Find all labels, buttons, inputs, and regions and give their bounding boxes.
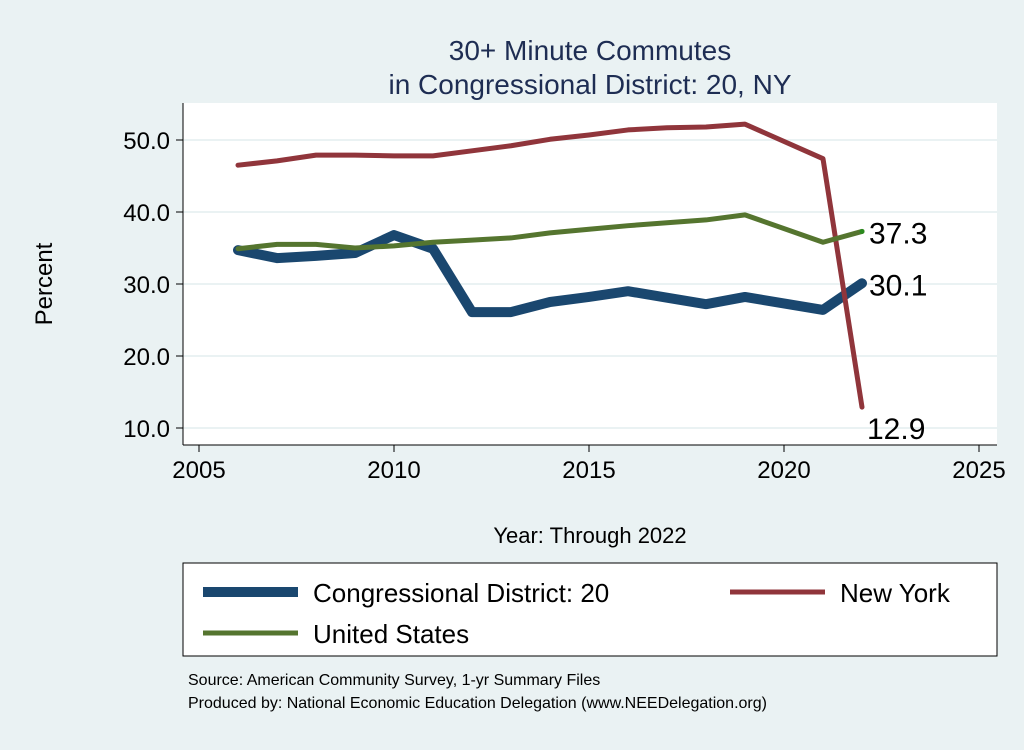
y-tick-label: 20.0	[123, 344, 170, 371]
legend-label-0: Congressional District: 20	[313, 578, 609, 608]
end-label-0: 30.1	[869, 269, 927, 302]
x-tick-label: 2025	[952, 457, 1005, 484]
chart-title-line1: 30+ Minute Commutes	[449, 35, 731, 66]
y-axis-label: Percent	[31, 242, 58, 325]
legend-label-2: United States	[313, 619, 469, 649]
legend-label-1: New York	[840, 578, 951, 608]
x-axis-label: Year: Through 2022	[493, 523, 686, 548]
x-tick-label: 2005	[172, 457, 225, 484]
producer-note: Produced by: National Economic Education…	[188, 695, 767, 712]
end-label-1: 12.9	[867, 413, 925, 446]
y-tick-label: 10.0	[123, 416, 170, 443]
x-tick-label: 2010	[367, 457, 420, 484]
legend	[183, 563, 997, 656]
x-tick-label: 2020	[757, 457, 810, 484]
end-label-2: 37.3	[869, 217, 927, 250]
source-note: Source: American Community Survey, 1-yr …	[188, 672, 600, 689]
x-tick-label: 2015	[562, 457, 615, 484]
chart-title-line2: in Congressional District: 20, NY	[388, 69, 791, 100]
y-tick-label: 50.0	[123, 128, 170, 155]
end-marker	[860, 229, 865, 234]
y-tick-label: 40.0	[123, 200, 170, 227]
y-tick-label: 30.0	[123, 272, 170, 299]
